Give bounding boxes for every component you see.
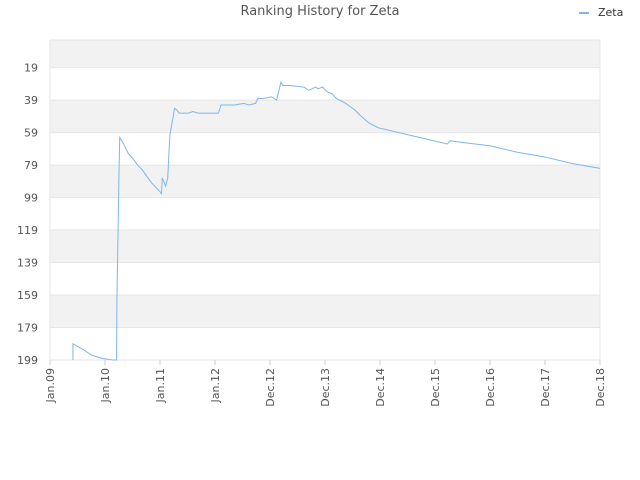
x-tick-label: Dec.12: [264, 368, 277, 407]
plot-band: [50, 230, 600, 263]
y-axis-ticks: 19 39 59 79 99 119 139 159 179 199: [17, 62, 38, 367]
x-tick-label: Dec.16: [484, 368, 497, 407]
x-tick-label: Jan.12: [209, 368, 222, 403]
legend[interactable]: Zeta: [579, 6, 623, 19]
y-tick-label: 19: [24, 62, 38, 75]
y-tick-label: 39: [24, 94, 38, 107]
y-tick-label: 139: [17, 257, 38, 270]
plot-band: [50, 100, 600, 133]
legend-label: Zeta: [598, 6, 624, 19]
x-tick-label: Dec.13: [319, 368, 332, 407]
x-tick-label: Jan.10: [99, 368, 112, 403]
y-tick-label: 99: [24, 192, 38, 205]
plot-band: [50, 165, 600, 198]
y-tick-label: 79: [24, 159, 38, 172]
y-tick-label: 119: [17, 224, 38, 237]
plot-band: [50, 295, 600, 328]
y-tick-label: 199: [17, 354, 38, 367]
x-tick-label: Dec.18: [594, 368, 607, 407]
x-tick-label: Dec.15: [429, 368, 442, 407]
x-tick-label: Dec.14: [374, 368, 387, 407]
x-tick-label: Jan.11: [154, 368, 167, 403]
plot-bands: [50, 40, 600, 328]
series-line-zeta: [72, 80, 601, 361]
x-tick-label: Dec.17: [539, 368, 552, 407]
legend-swatch: [579, 11, 589, 14]
x-axis-ticks: Jan.09 Jan.10 Jan.11 Jan.12 Dec.12 Dec.13 Dec.…: [44, 360, 607, 407]
chart-title: Ranking History for Zeta: [240, 4, 400, 19]
y-tick-label: 59: [24, 127, 38, 140]
plot-band: [50, 40, 600, 68]
y-tick-label: 159: [17, 289, 38, 302]
gridlines: [49, 39, 601, 361]
x-tick-label: Jan.09: [44, 368, 57, 403]
y-tick-label: 179: [17, 322, 38, 335]
